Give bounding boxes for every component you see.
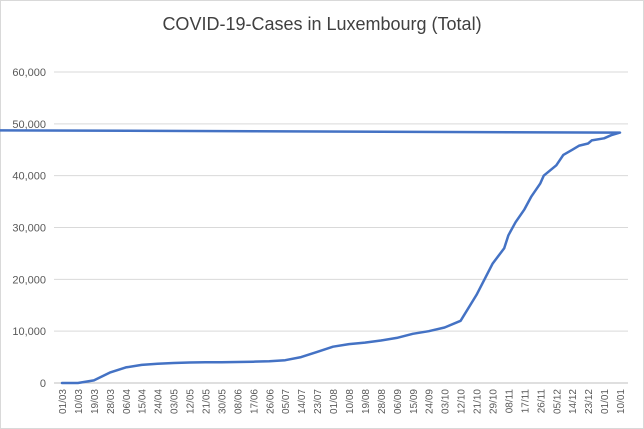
x-tick-label: 21/10 — [473, 389, 484, 414]
series-line — [0, 129, 622, 385]
x-tick-label: 10/08 — [345, 389, 356, 414]
x-tick-label: 19/08 — [361, 389, 372, 414]
x-tick-label: 12/05 — [186, 389, 197, 414]
x-tick-label: 21/05 — [201, 389, 212, 414]
x-tick-label: 03/10 — [441, 389, 452, 414]
x-tick-label: 26/11 — [536, 389, 547, 414]
y-tick-label: 20,000 — [12, 274, 46, 286]
x-tick-label: 01/01 — [600, 389, 611, 414]
x-tick-label: 03/05 — [170, 389, 181, 414]
x-tick-label: 08/06 — [233, 389, 244, 414]
y-tick-label: 10,000 — [12, 326, 46, 338]
chart-title: COVID-19-Cases in Luxembourg (Total) — [162, 14, 482, 34]
x-tick-label: 14/12 — [568, 389, 579, 414]
y-tick-label: 60,000 — [12, 67, 46, 79]
x-tick-label: 10/01 — [616, 389, 627, 414]
x-tick-label: 17/06 — [249, 389, 260, 414]
x-tick-label: 06/04 — [122, 389, 133, 414]
x-tick-label: 05/07 — [281, 389, 292, 414]
x-tick-label: 15/04 — [138, 389, 149, 414]
x-tick-label: 05/12 — [552, 389, 563, 414]
x-tick-label: 06/09 — [393, 389, 404, 414]
x-tick-label: 01/03 — [58, 389, 69, 414]
y-tick-label: 40,000 — [12, 171, 46, 183]
x-tick-label: 17/11 — [520, 389, 531, 414]
x-tick-label: 24/09 — [425, 389, 436, 414]
x-tick-label: 19/03 — [90, 389, 101, 414]
y-tick-label: 50,000 — [12, 119, 46, 131]
x-tick-label: 24/04 — [154, 389, 165, 414]
x-tick-label: 14/07 — [297, 389, 308, 414]
x-tick-label: 01/08 — [329, 389, 340, 414]
x-tick-label: 23/07 — [313, 389, 324, 414]
x-tick-label: 10/03 — [74, 389, 85, 414]
x-tick-label: 26/06 — [265, 389, 276, 414]
x-tick-label: 30/05 — [217, 389, 228, 414]
x-tick-label: 28/03 — [106, 389, 117, 414]
x-tick-label: 12/10 — [457, 389, 468, 414]
y-tick-label: 30,000 — [12, 223, 46, 235]
x-tick-label: 23/12 — [584, 389, 595, 414]
x-tick-label: 15/09 — [409, 389, 420, 414]
y-tick-label: 0 — [40, 378, 46, 390]
x-tick-label: 08/11 — [504, 389, 515, 414]
x-tick-label: 28/08 — [377, 389, 388, 414]
x-tick-label: 29/10 — [488, 389, 499, 414]
